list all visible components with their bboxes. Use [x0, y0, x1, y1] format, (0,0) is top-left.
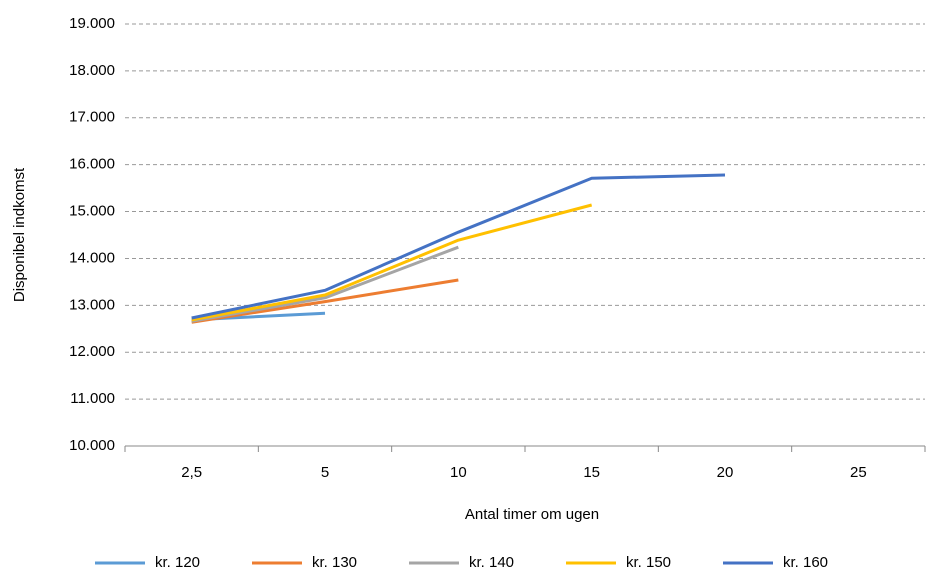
y-tick-label: 19.000: [69, 15, 115, 32]
series-line: [191, 278, 459, 324]
y-tick-label: 15.000: [69, 203, 115, 220]
y-tick-label: 17.000: [69, 109, 115, 126]
legend-label: kr. 140: [469, 554, 514, 571]
y-tick-label: 16.000: [69, 156, 115, 173]
x-tick-label: 5: [321, 464, 329, 481]
legend-label: kr. 130: [312, 554, 357, 571]
y-tick-label: 12.000: [69, 343, 115, 360]
y-tick-label: 13.000: [69, 296, 115, 313]
x-tick-label: 10: [450, 464, 467, 481]
x-tick-label: 20: [717, 464, 734, 481]
y-tick-label: 18.000: [69, 62, 115, 79]
series-line: [191, 203, 593, 322]
y-axis-label: Disponibel indkomst: [11, 167, 28, 302]
series-line: [191, 245, 459, 323]
legend-label: kr. 120: [155, 554, 200, 571]
y-tick-label: 14.000: [69, 249, 115, 266]
legend-label: kr. 160: [783, 554, 828, 571]
y-tick-label: 11.000: [70, 390, 115, 407]
x-tick-label: 25: [850, 464, 867, 481]
y-tick-label: 10.000: [69, 437, 115, 454]
x-tick-label: 2,5: [181, 464, 202, 481]
series-line: [191, 173, 726, 320]
legend-label: kr. 150: [626, 554, 671, 571]
x-axis-label: Antal timer om ugen: [465, 506, 599, 523]
x-tick-label: 15: [583, 464, 600, 481]
